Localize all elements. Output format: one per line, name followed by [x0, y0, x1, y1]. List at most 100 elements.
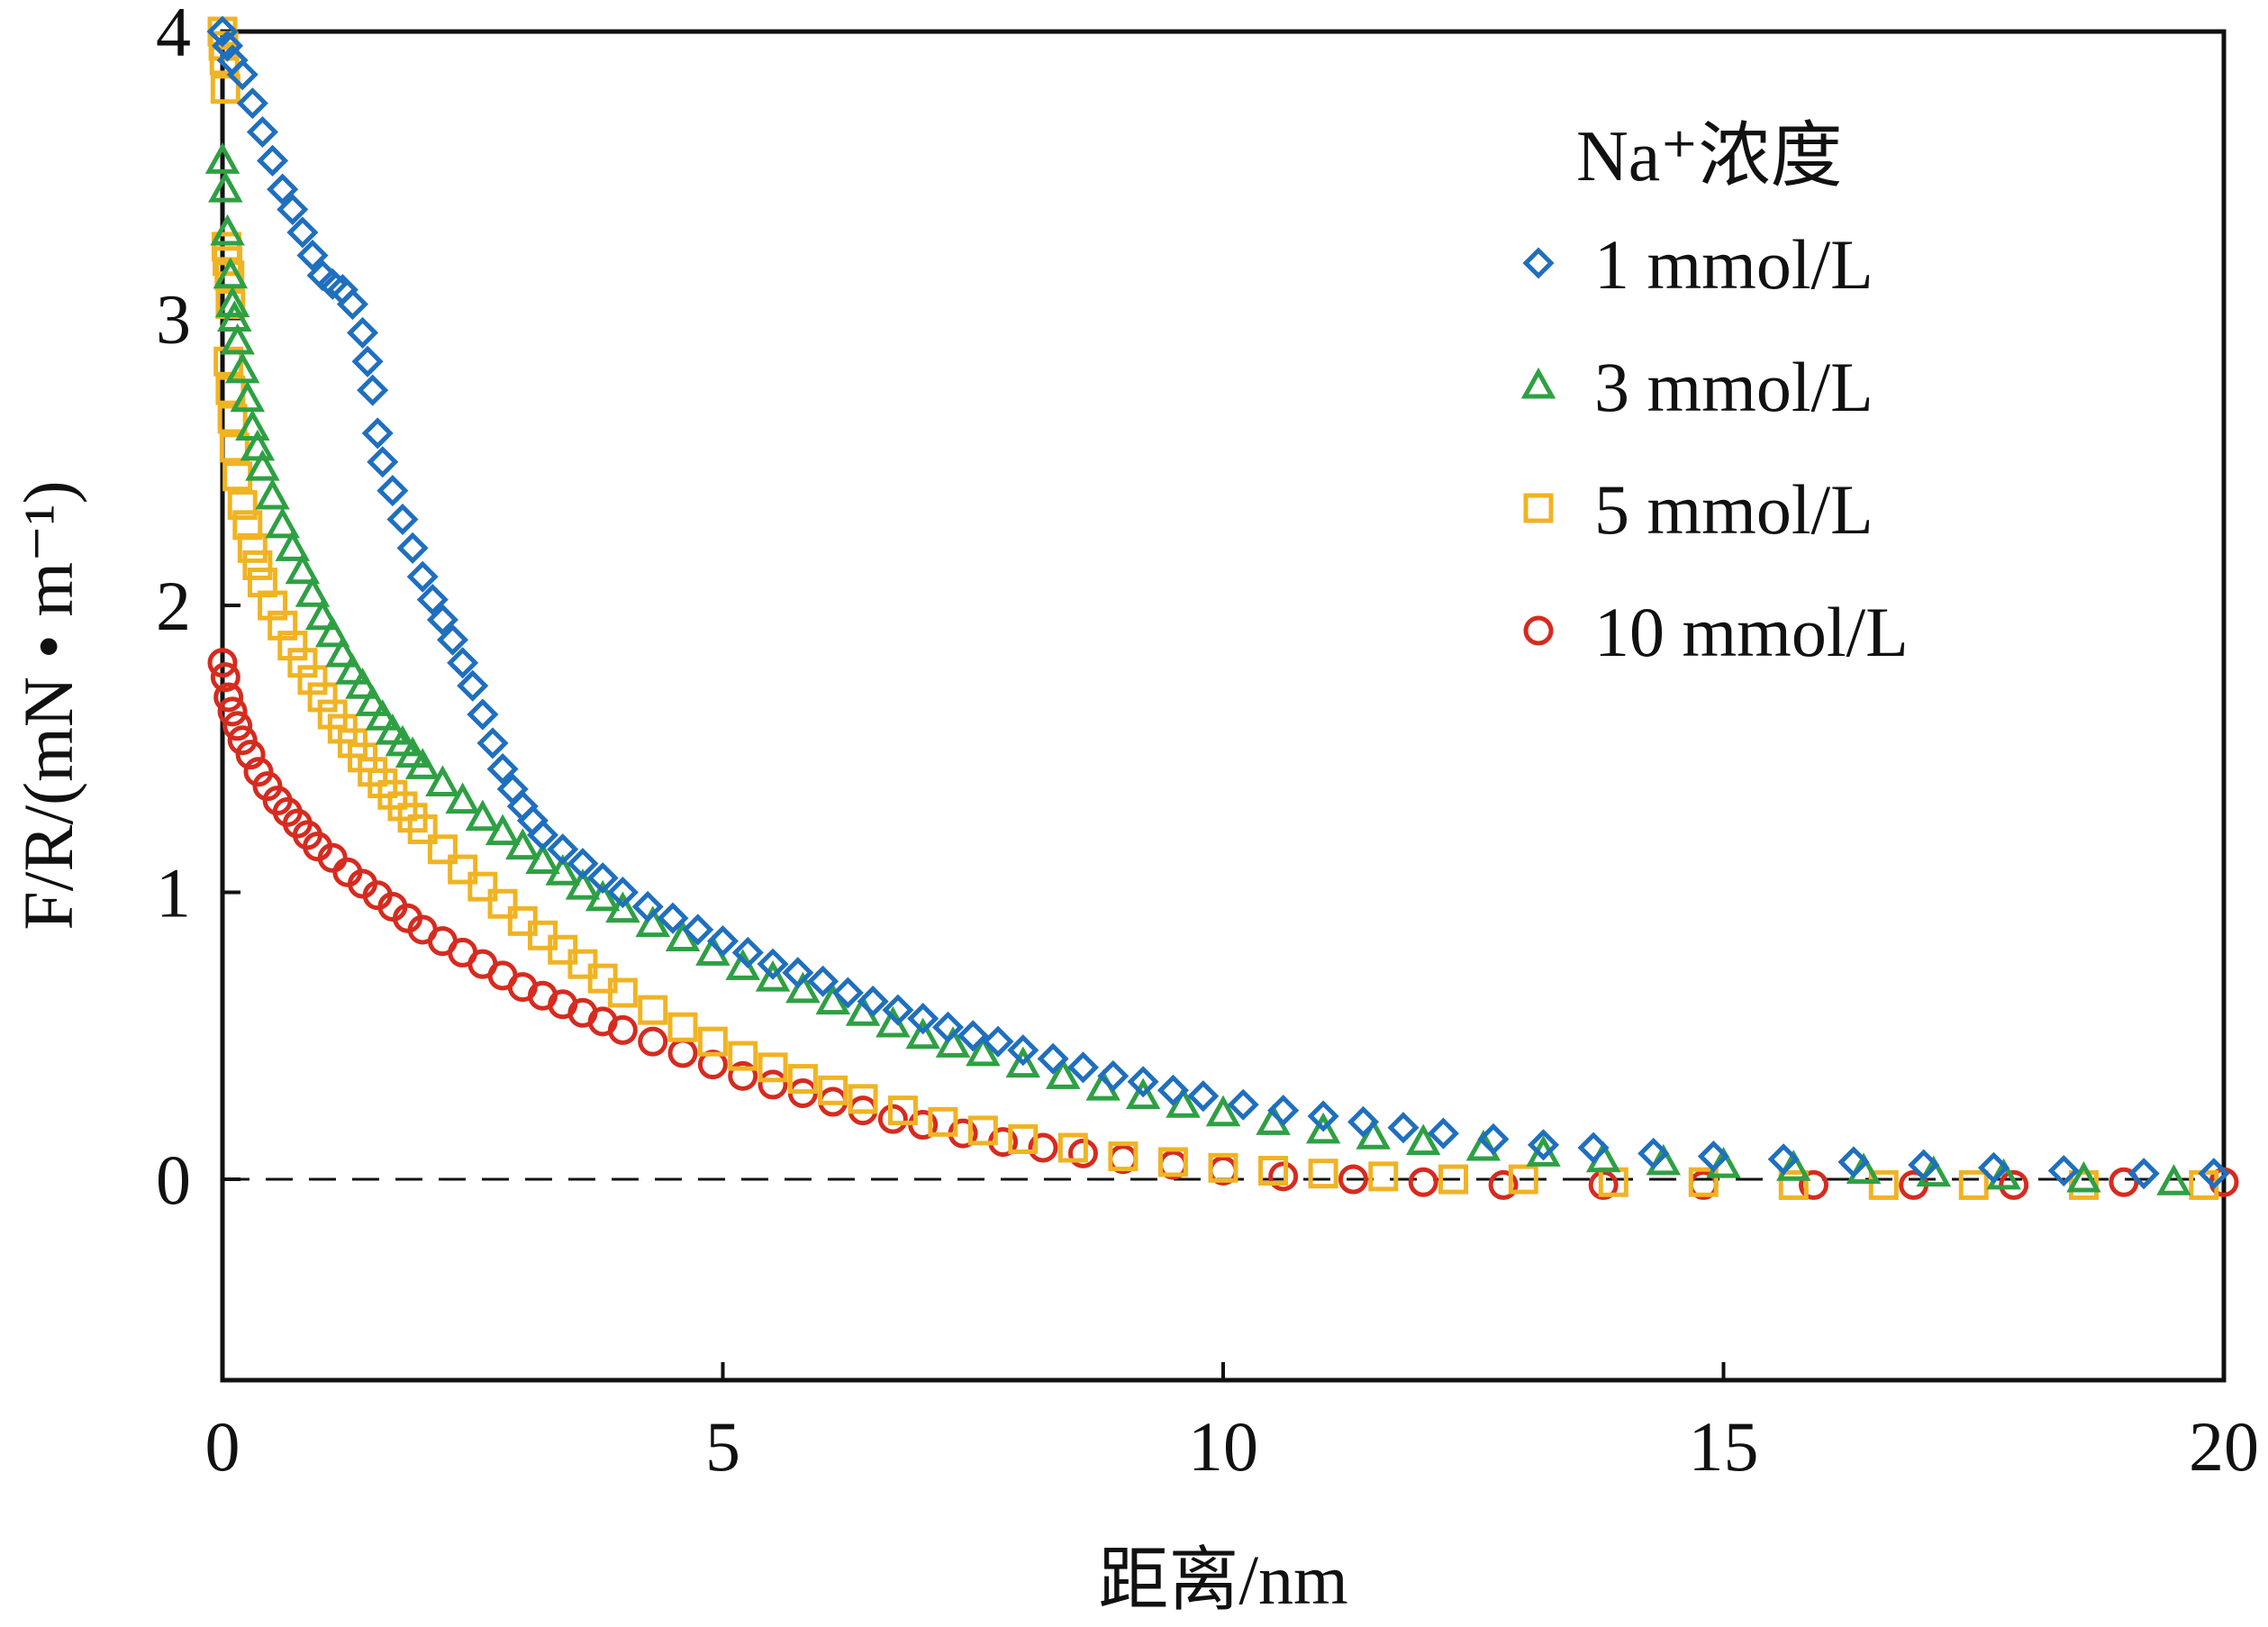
- data-point: [336, 288, 368, 321]
- data-point: [217, 404, 248, 434]
- data-point: [214, 286, 250, 318]
- data-point: [367, 446, 399, 478]
- data-point: [204, 142, 240, 174]
- data-point: [210, 74, 240, 105]
- data-point: [2198, 1158, 2230, 1190]
- data-point: [1208, 1152, 1238, 1183]
- data-point: [1356, 1118, 1391, 1150]
- data-point: [213, 257, 249, 289]
- data-point: [258, 590, 288, 621]
- data-point: [2127, 1158, 2160, 1190]
- data-point: [1308, 1159, 1338, 1189]
- data-point: [355, 685, 390, 716]
- data-point: [757, 948, 789, 980]
- data-point: [212, 30, 244, 62]
- data-point: [758, 1052, 788, 1083]
- data-point: [2109, 1167, 2139, 1197]
- data-point: [682, 913, 714, 946]
- data-point: [240, 429, 276, 461]
- data-point: [1067, 1138, 1098, 1168]
- data-point: [255, 477, 290, 510]
- data-point: [1387, 1112, 1420, 1144]
- data-point: [425, 765, 460, 796]
- data-point: [1868, 1169, 1899, 1200]
- data-point: [1066, 1051, 1099, 1084]
- data-point: [525, 842, 560, 874]
- data-point: [728, 1041, 758, 1071]
- data-point: [631, 890, 664, 923]
- data-point: [807, 965, 839, 997]
- data-point: [706, 925, 739, 958]
- data-point: [467, 871, 498, 902]
- data-point: [586, 862, 619, 895]
- data-point: [931, 1011, 965, 1043]
- data-point: [935, 1026, 971, 1058]
- data-point: [1577, 1132, 1610, 1164]
- data-point: [1166, 1086, 1201, 1118]
- data-point: [545, 854, 580, 886]
- data-point: [728, 1060, 758, 1091]
- data-point: [2156, 1164, 2191, 1195]
- data-point: [697, 1050, 728, 1080]
- data-point: [1007, 1034, 1039, 1067]
- data-point: [697, 1026, 728, 1057]
- data-point: [1008, 1123, 1039, 1154]
- data-point: [755, 959, 791, 992]
- data-point: [447, 647, 479, 679]
- legend: Na⁺浓度 1 mmol/L 3 mmol/L 5 mmol/L 10 mmol/L: [1520, 117, 1909, 671]
- data-point: [2066, 1160, 2101, 1193]
- data-point: [375, 714, 411, 745]
- data-point: [667, 1038, 698, 1068]
- data-point: [1798, 1169, 1828, 1200]
- data-point: [222, 461, 253, 492]
- data-point: [277, 631, 308, 661]
- data-point: [314, 615, 350, 648]
- data-point: [416, 584, 449, 616]
- data-point: [219, 432, 249, 463]
- data-point: [385, 724, 421, 757]
- data-point: [848, 1084, 878, 1114]
- data-point: [657, 902, 689, 934]
- data-point: [487, 888, 518, 919]
- data-point: [585, 879, 621, 912]
- data-point: [226, 59, 259, 91]
- data-points: [204, 15, 2239, 1200]
- data-point: [1127, 1066, 1159, 1098]
- data-point: [1028, 1132, 1058, 1163]
- data-point: [485, 814, 521, 846]
- data-point: [957, 1020, 989, 1052]
- data-point: [635, 905, 670, 938]
- legend-triangle-icon: [1520, 367, 1556, 399]
- data-point: [1268, 1161, 1299, 1192]
- y-tick-label: 3: [156, 280, 191, 359]
- data-point: [267, 173, 299, 205]
- data-point: [361, 417, 394, 450]
- data-point: [758, 1069, 788, 1100]
- data-point: [351, 345, 384, 377]
- data-point: [357, 374, 389, 406]
- data-point: [236, 87, 268, 120]
- x-tick-label: 15: [1689, 1407, 1759, 1486]
- data-point: [1405, 1123, 1441, 1156]
- data-point: [213, 682, 244, 713]
- data-point: [882, 994, 914, 1026]
- data-point: [1227, 1088, 1259, 1121]
- data-point: [210, 662, 240, 693]
- x-tick-label: 20: [2189, 1407, 2259, 1486]
- data-point: [386, 503, 419, 536]
- data-point: [1045, 1058, 1081, 1089]
- data-point: [235, 409, 270, 441]
- data-point: [1508, 1164, 1538, 1195]
- data-point: [465, 799, 501, 832]
- data-point: [1108, 1141, 1139, 1172]
- series-diamond: [206, 15, 2230, 1190]
- data-point: [230, 380, 266, 413]
- data-point: [1125, 1077, 1161, 1110]
- data-point: [347, 316, 379, 349]
- data-point: [245, 449, 280, 481]
- data-point: [448, 854, 478, 885]
- data-point: [1408, 1167, 1438, 1197]
- data-point: [1958, 1169, 1989, 1200]
- legend-diamond-icon: [1522, 247, 1555, 279]
- data-point: [1488, 1169, 1519, 1200]
